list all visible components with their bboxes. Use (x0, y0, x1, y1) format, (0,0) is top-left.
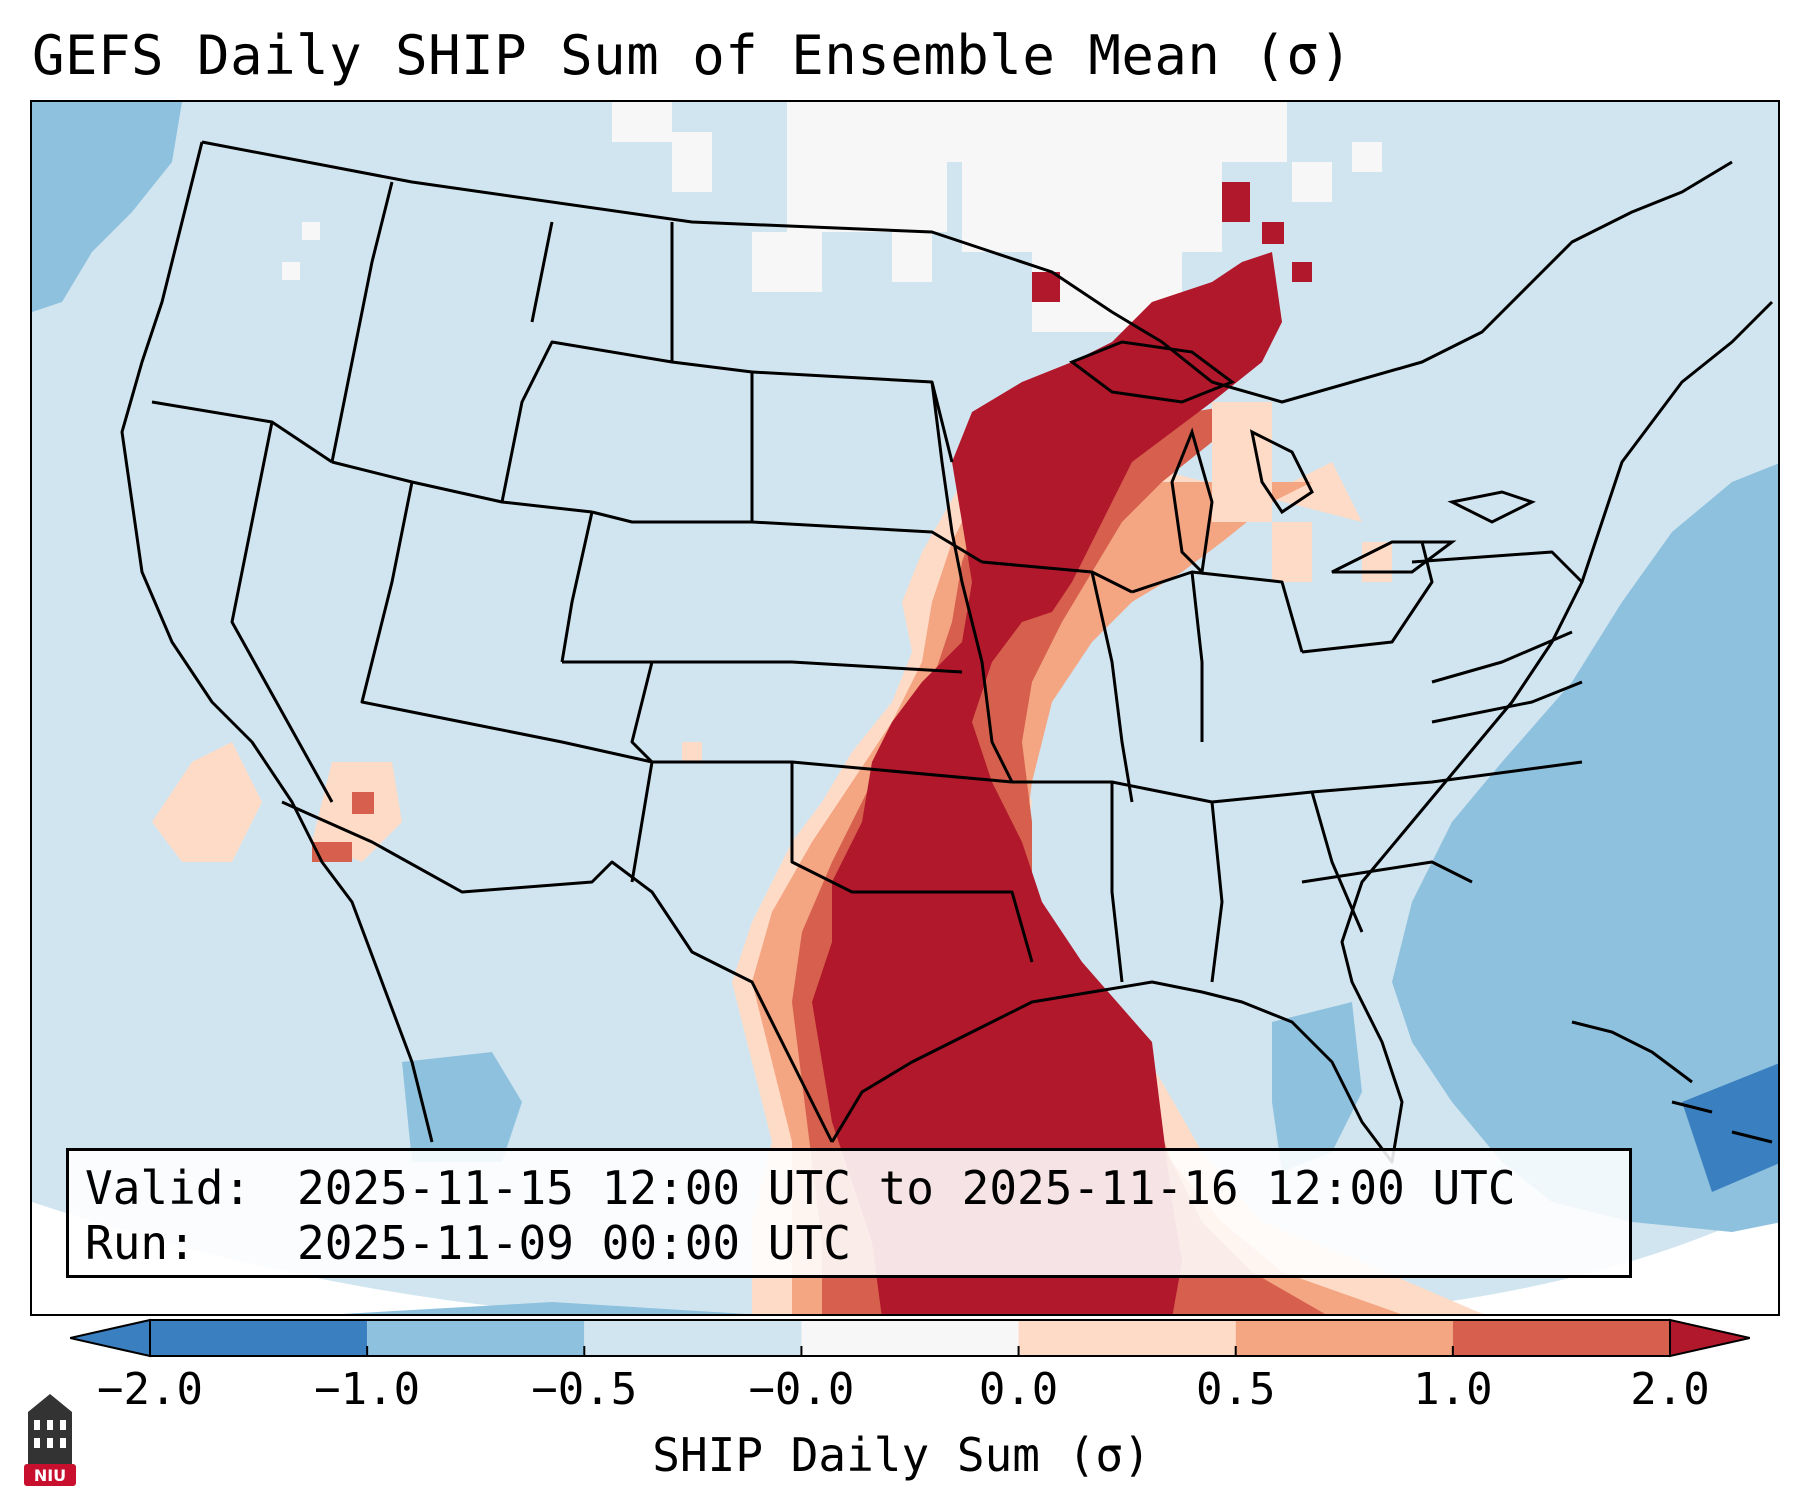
colorbar-tick-label: 1.0 (1413, 1364, 1493, 1415)
colorbar-tick-label: 2.0 (1630, 1364, 1710, 1415)
niu-tower-logo-icon: NIU (24, 1394, 76, 1486)
anomaly-baja (312, 842, 352, 862)
colorbar-tick-label: −0.0 (748, 1364, 855, 1415)
colorbar-segment (801, 1320, 1019, 1356)
anomaly-blocks (1032, 182, 1312, 302)
colorbar-segment (1018, 1320, 1236, 1356)
colorbar-segment (1235, 1320, 1453, 1356)
anomaly-az-core (352, 792, 374, 814)
projection-edge-sw (32, 1202, 573, 1314)
ocean-gulf-east (1272, 1002, 1362, 1172)
logo-text: NIU (34, 1466, 66, 1485)
anomaly-blocks-light (1212, 402, 1392, 582)
run-label: Run: (85, 1216, 196, 1270)
valid-line: Valid: 2025-11-15 12:00 UTC to 2025-11-16… (85, 1161, 1613, 1216)
projection-edge-se (1340, 1203, 1778, 1314)
map-canvas (32, 102, 1778, 1314)
colorbar-label: SHIP Daily Sum (σ) (652, 1428, 1151, 1482)
boundaries (120, 140, 1774, 1164)
anomaly-max (812, 252, 1282, 1314)
great-lakes (1068, 340, 1536, 576)
valid-label: Valid: (85, 1161, 252, 1215)
colorbar-tick-label: −0.5 (531, 1364, 638, 1415)
canada-neutral-area (282, 102, 1382, 332)
colorbar-frame (149, 1319, 1671, 1357)
ocean-caribbean-south (342, 1302, 747, 1314)
run-value: 2025-11-09 00:00 UTC (297, 1216, 851, 1270)
ocean-nw (32, 102, 182, 312)
colorbar-tick-label: 0.0 (978, 1364, 1059, 1415)
run-line: Run: 2025-11-09 00:00 UTC (85, 1216, 1613, 1271)
colorbar-segment (584, 1320, 802, 1356)
colorbar-segment (1452, 1320, 1670, 1356)
map-panel (30, 100, 1780, 1316)
colorbar-tick-label: −2.0 (97, 1364, 203, 1415)
anomaly-west (152, 742, 262, 862)
colorbar-segment (150, 1320, 368, 1356)
ocean-atlantic (1392, 463, 1778, 1232)
anomaly-nm (682, 742, 702, 762)
colorbar-segment (367, 1320, 585, 1356)
colorbar-tick-label: −1.0 (314, 1364, 421, 1415)
ocean-gulf-west (402, 1052, 522, 1162)
colorbar-tick-label: 0.5 (1195, 1364, 1276, 1415)
caribbean-islands (1571, 1020, 1773, 1144)
valid-value: 2025-11-15 12:00 UTC to 2025-11-16 12:00… (297, 1161, 1516, 1215)
colorbar-extend-high (1669, 1318, 1750, 1358)
colorbar-extend-low (70, 1318, 151, 1358)
colorbar (70, 1318, 1750, 1358)
ocean-deep-caribbean (1682, 1063, 1778, 1192)
chart-title: GEFS Daily SHIP Sum of Ensemble Mean (σ) (32, 24, 1353, 87)
valid-run-info-box: Valid: 2025-11-15 12:00 UTC to 2025-11-16… (66, 1148, 1632, 1278)
